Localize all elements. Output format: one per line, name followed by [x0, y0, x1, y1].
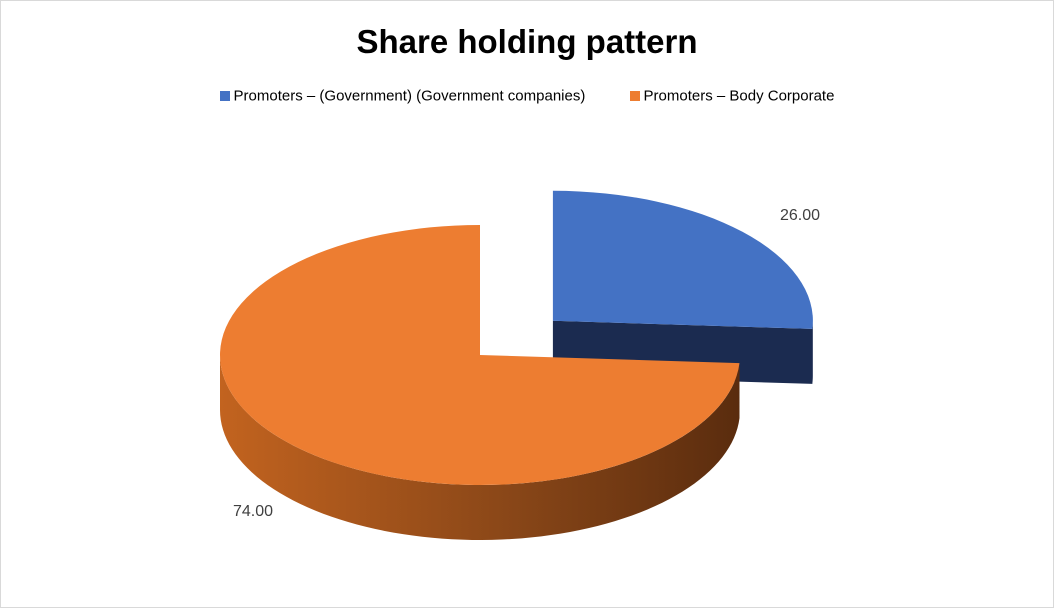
- legend-item-body-corporate: Promoters – Body Corporate: [629, 87, 835, 105]
- legend-item-government: Promoters – (Government) (Government com…: [219, 87, 586, 105]
- legend-swatch-government: [219, 91, 230, 102]
- chart-title: Share holding pattern: [356, 23, 698, 60]
- data-label-body-corporate: 74.00: [233, 503, 273, 520]
- legend-label-government: Promoters – (Government) (Government com…: [233, 87, 586, 105]
- legend-swatch-body-corporate: [629, 91, 640, 102]
- data-label-government: 26.00: [780, 207, 820, 224]
- pie-slice-side-0: [812, 320, 813, 384]
- pie-slice-side-1: [220, 355, 740, 540]
- legend-label-body-corporate: Promoters – Body Corporate: [643, 87, 835, 105]
- pie-slice-0: [552, 190, 813, 329]
- pie-slices: [219, 190, 813, 540]
- pie-slice-1: [219, 225, 740, 485]
- legend: Promoters – (Government) (Government com…: [1, 87, 1053, 105]
